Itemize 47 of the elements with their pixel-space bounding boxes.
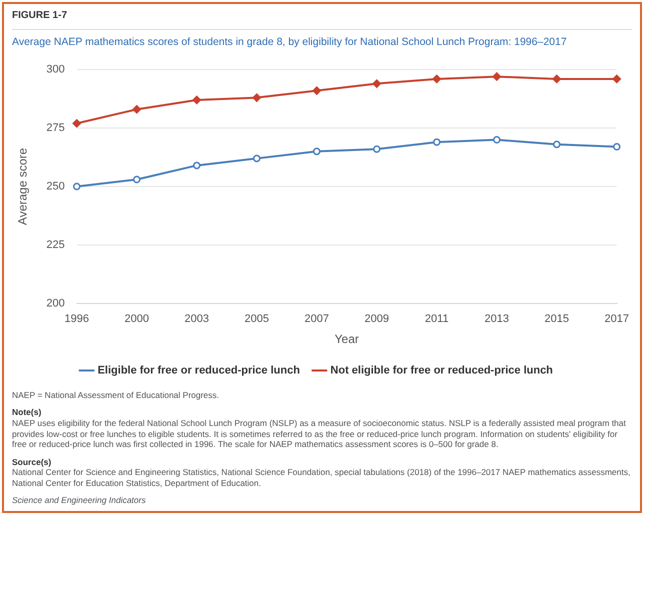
y-axis-title: Average score bbox=[16, 147, 30, 225]
point bbox=[552, 74, 562, 83]
point bbox=[493, 136, 501, 144]
text: Science and Engineering Indicators bbox=[12, 494, 147, 506]
point bbox=[492, 72, 502, 80]
x-tick-label: 2000 bbox=[124, 312, 149, 325]
text: NAEP = National Assessment of Educational Progress. bbox=[12, 390, 220, 400]
text: National Center for Science and Engineering Statistics, National Science Foundation, special tabulations (2018) of the 1996–2017 NAEP mathematics assessments, National Center for Education Statistics, Department of Education. bbox=[12, 467, 632, 489]
text: NAEP uses eligibility for the federal National School Lunch Program (NSLP) as a measure of socioeconomic status. NSLP is a federally assisted meal program that provides low-cost or free lunches to eligible students. It is sometimes referred to as the free or reduced-price lunch program. Information on students' eligibility for free or reduced-price lunch was first collected in 1996. The scale for NAEP mathematics assessment scores is 0–500 for grade 8. bbox=[12, 418, 627, 450]
point bbox=[132, 104, 142, 114]
y-tick-label: 225 bbox=[46, 238, 65, 251]
x-tick-label: 2003 bbox=[184, 312, 209, 325]
x-tick-label: 1996 bbox=[64, 312, 89, 325]
y-tick-label: 300 bbox=[46, 63, 65, 76]
point bbox=[432, 74, 442, 83]
point bbox=[73, 182, 81, 190]
point bbox=[133, 175, 141, 183]
legend-label: Eligible for free or reduced-price lunch bbox=[98, 364, 300, 376]
x-tick-label: 2015 bbox=[544, 312, 570, 325]
point bbox=[312, 86, 322, 95]
y-tick-label: 250 bbox=[46, 180, 65, 192]
x-axis-title: Year bbox=[334, 332, 359, 346]
chart-title: Average NAEP mathematics scores of students in grade 8, by eligibility for National School Lunch Program: 1996–2017 bbox=[12, 36, 568, 49]
x-tick-label: 2017 bbox=[604, 312, 630, 325]
point bbox=[313, 147, 321, 155]
point bbox=[613, 142, 621, 150]
x-tick-label: 2013 bbox=[484, 312, 510, 325]
x-tick-label: 2005 bbox=[244, 312, 269, 325]
point bbox=[373, 144, 381, 152]
source-note: Source(s) bbox=[12, 456, 52, 468]
point bbox=[372, 79, 382, 88]
point bbox=[192, 95, 202, 104]
x-tick-label: 2007 bbox=[304, 312, 329, 325]
point bbox=[253, 154, 261, 162]
point bbox=[72, 118, 82, 128]
chart-subtitle: FIGURE 1-7 bbox=[12, 10, 632, 30]
y-tick-label: 200 bbox=[46, 297, 65, 310]
x-tick-label: 2009 bbox=[364, 312, 389, 325]
legend-label: Not eligible for free or reduced-price lunch bbox=[330, 364, 554, 376]
point bbox=[612, 74, 622, 83]
point bbox=[252, 93, 262, 102]
point bbox=[193, 161, 201, 169]
x-tick-label: 2011 bbox=[424, 312, 449, 325]
point bbox=[433, 138, 441, 146]
point bbox=[553, 140, 561, 148]
y-tick-label: 275 bbox=[46, 122, 65, 134]
text: Note(s) bbox=[12, 407, 42, 418]
